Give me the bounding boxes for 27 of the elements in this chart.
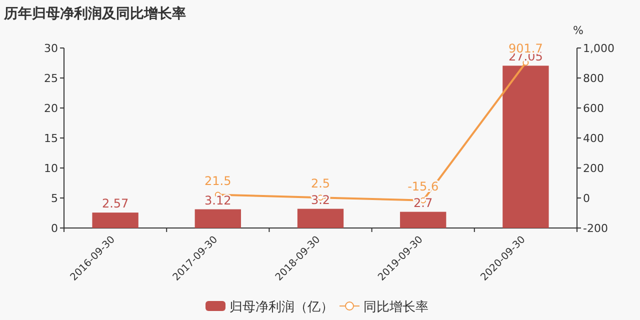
- y2-tick-label: 400: [583, 132, 604, 145]
- y-tick-label: 10: [44, 162, 58, 175]
- y2-axis-title: %: [573, 24, 584, 37]
- bar: [92, 212, 138, 228]
- data-label: 2.57: [102, 196, 129, 211]
- y2-tick-label: -200: [583, 222, 608, 235]
- y-tick-label: 0: [51, 222, 58, 235]
- bar: [502, 66, 549, 228]
- bar: [297, 208, 344, 228]
- y2-tick-label: 1,000: [583, 42, 614, 55]
- y-tick-label: 5: [51, 192, 58, 205]
- data-label: 2.5: [310, 176, 330, 191]
- data-label: 3.12: [204, 193, 232, 208]
- bar: [194, 209, 241, 228]
- y-tick-label: 20: [44, 102, 58, 115]
- bar: [400, 212, 446, 228]
- legend-label: 同比增长率: [364, 299, 428, 315]
- chart-title: 历年归母净利润及同比增长率: [3, 5, 186, 22]
- y2-tick-label: 800: [583, 72, 604, 85]
- y2-tick-label: 0: [583, 192, 590, 205]
- legend-label: 归母净利润（亿）: [230, 300, 334, 315]
- y-tick-label: 30: [44, 42, 58, 55]
- y2-tick-label: 200: [583, 162, 604, 175]
- y2-tick-label: 600: [583, 102, 604, 115]
- y-tick-label: 25: [44, 72, 58, 85]
- y-tick-label: 15: [44, 132, 58, 145]
- data-label: 21.5: [204, 174, 232, 188]
